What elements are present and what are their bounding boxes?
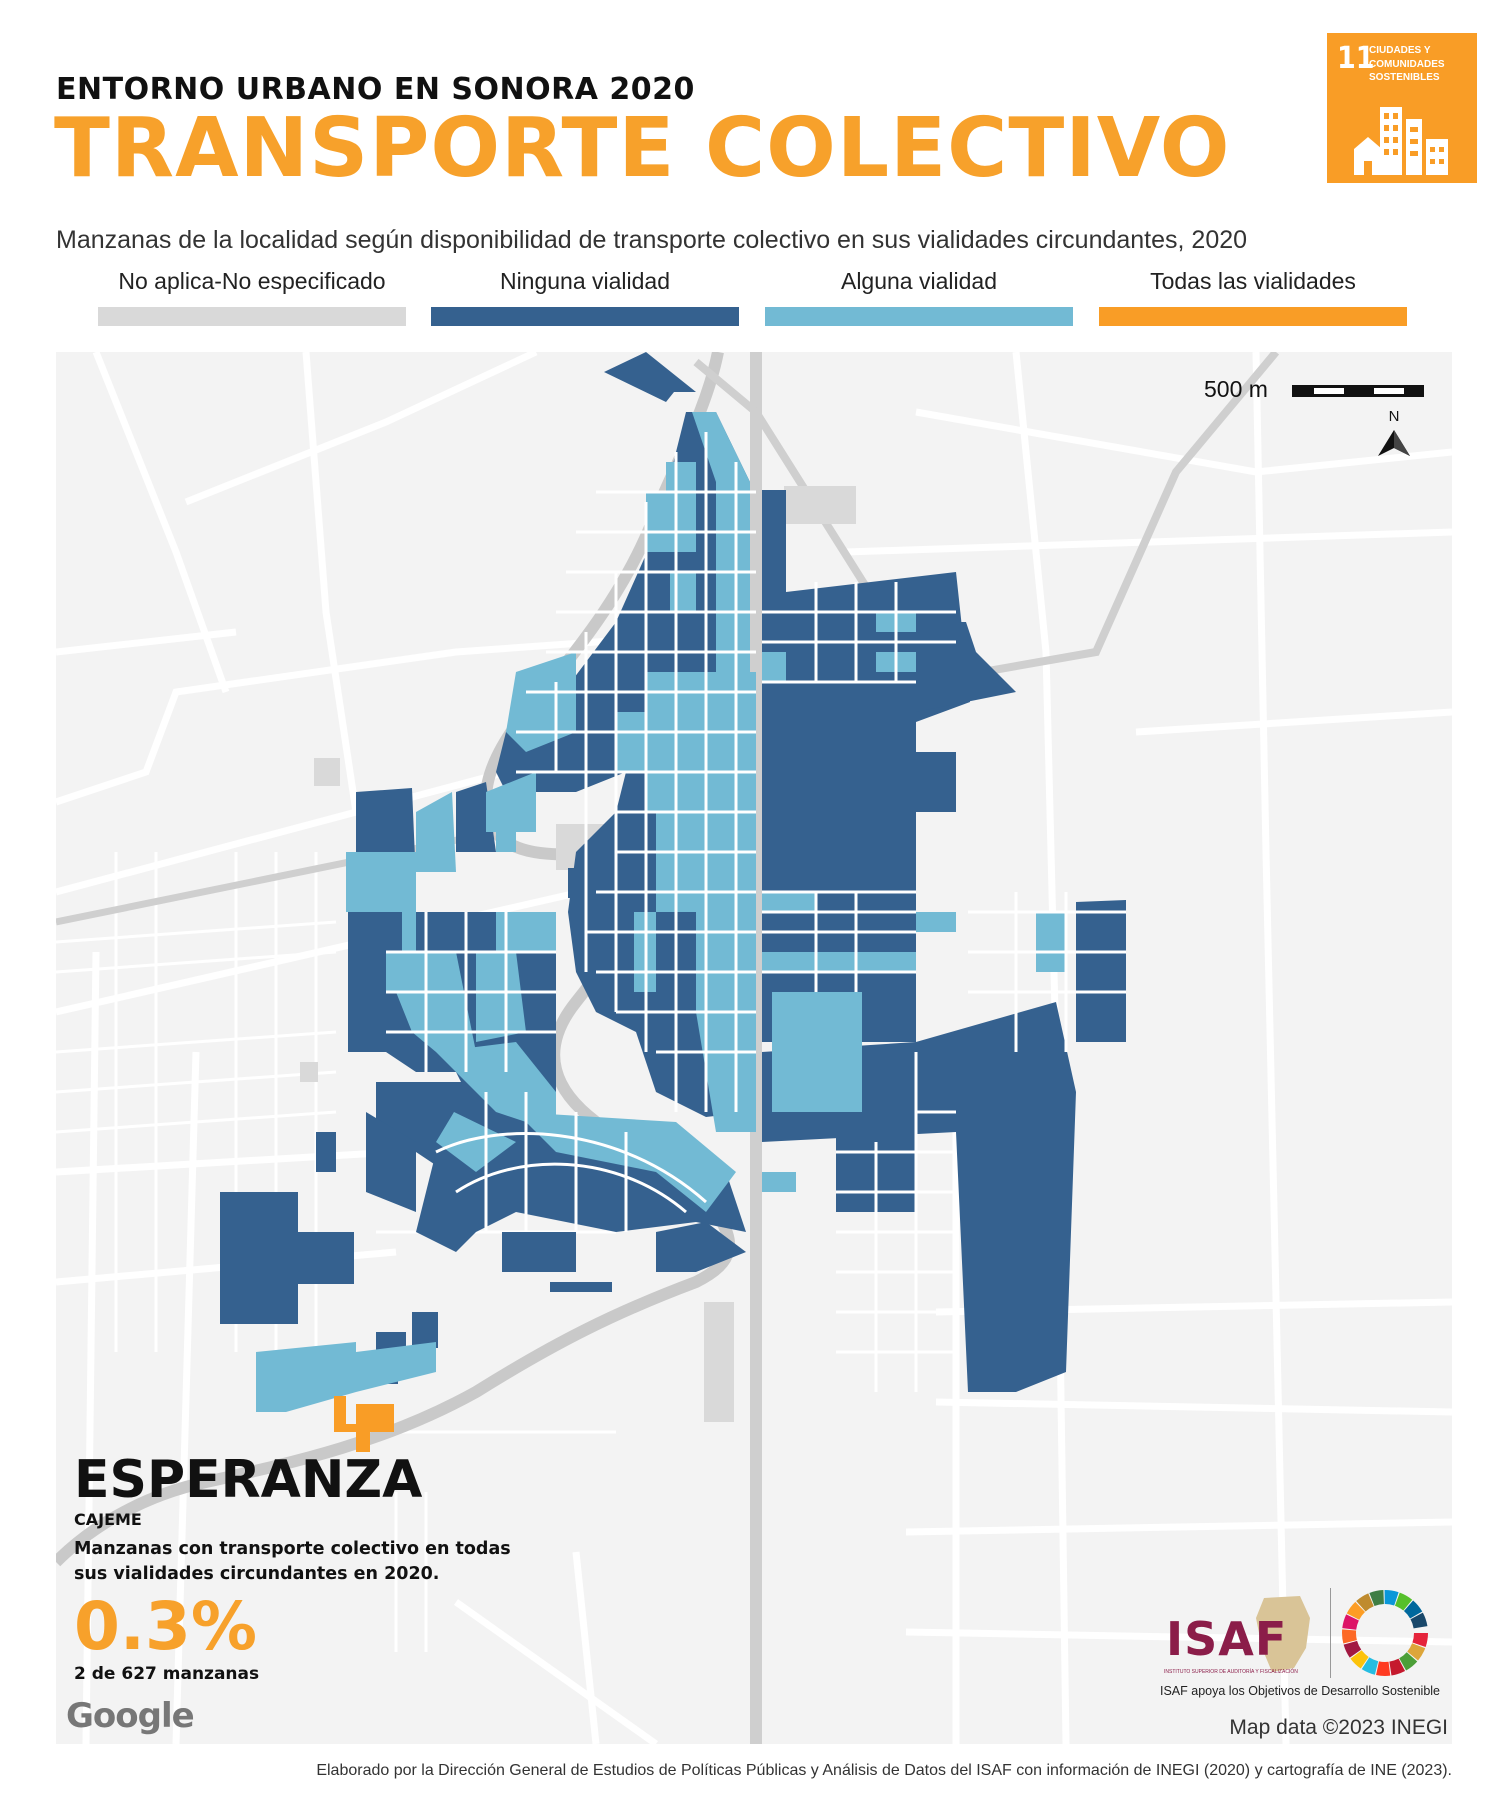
blocks-todas-vialidades bbox=[334, 1396, 394, 1452]
legend-item-todas: Todas las vialidades bbox=[1099, 268, 1407, 326]
legend-item-alguna: Alguna vialidad bbox=[765, 268, 1073, 326]
locality-name: ESPERANZA bbox=[74, 1450, 423, 1510]
sdg-11-badge: 11 CIUDADES Y COMUNIDADES SOSTENIBLES bbox=[1327, 33, 1477, 183]
google-logo: Google bbox=[66, 1696, 195, 1736]
legend-swatch bbox=[431, 307, 739, 326]
legend-swatch bbox=[1099, 307, 1407, 326]
isaf-logo: ISAF bbox=[1166, 1612, 1288, 1666]
sdg-label: CIUDADES Y COMUNIDADES SOSTENIBLES bbox=[1369, 45, 1445, 83]
municipality-name: CAJEME bbox=[74, 1510, 142, 1529]
legend-item-ninguna: Ninguna vialidad bbox=[431, 268, 739, 326]
map-canvas[interactable]: 500 m N Google Map data ©2023 INEGI ISAF… bbox=[56, 352, 1452, 1744]
legend-label: Todas las vialidades bbox=[1150, 268, 1356, 294]
map-drawing bbox=[56, 352, 1452, 1744]
isaf-tagline: ISAF apoya los Objetivos de Desarrollo S… bbox=[1160, 1684, 1441, 1698]
footer-note: Elaborado por la Dirección General de Es… bbox=[316, 1762, 1452, 1779]
legend-label: No aplica-No especificado bbox=[118, 268, 386, 294]
legend-label: Ninguna vialidad bbox=[499, 268, 671, 294]
city-buildings-icon bbox=[1354, 107, 1448, 175]
scale-label: 500 m bbox=[1204, 376, 1268, 402]
legend-label: Alguna vialidad bbox=[840, 268, 997, 294]
supertitle: ENTORNO URBANO EN SONORA 2020 bbox=[56, 72, 695, 107]
legend-item-no-aplica: No aplica-No especificado bbox=[98, 268, 406, 326]
blocks-alguna-vialidad bbox=[256, 412, 1066, 1412]
legend-swatch bbox=[98, 307, 406, 326]
page-title: TRANSPORTE COLECTIVO bbox=[54, 101, 1231, 196]
sonora-map-icon bbox=[1256, 1596, 1310, 1672]
sdg-wheel-icon bbox=[1342, 1590, 1428, 1676]
bypass-road bbox=[693, 352, 1280, 687]
sdg-number: 11 bbox=[1337, 41, 1375, 76]
divider bbox=[1330, 1588, 1331, 1678]
isaf-logo-block: ISAF INSTITUTO SUPERIOR DE AUDITORÍA Y F… bbox=[1160, 1588, 1452, 1698]
block-streets bbox=[386, 432, 1126, 1392]
isaf-fullname: INSTITUTO SUPERIOR DE AUDITORÍA Y FISCAL… bbox=[1164, 1669, 1298, 1675]
subtitle: Manzanas de la localidad según disponibi… bbox=[56, 226, 1248, 254]
scale-bar bbox=[1292, 385, 1424, 397]
north-label: N bbox=[1388, 408, 1400, 425]
north-arrow-icon bbox=[1378, 430, 1410, 456]
legend-swatch bbox=[765, 307, 1073, 326]
indicator-percentage: 0.3% bbox=[74, 1587, 258, 1665]
locality-summary: ESPERANZA CAJEME Manzanas con transporte… bbox=[74, 1454, 514, 1684]
indicator-count: 2 de 627 manzanas bbox=[74, 1663, 260, 1684]
indicator-description: Manzanas con transporte colectivo en tod… bbox=[74, 1539, 511, 1585]
map-attribution: Map data ©2023 INEGI bbox=[1229, 1716, 1448, 1739]
